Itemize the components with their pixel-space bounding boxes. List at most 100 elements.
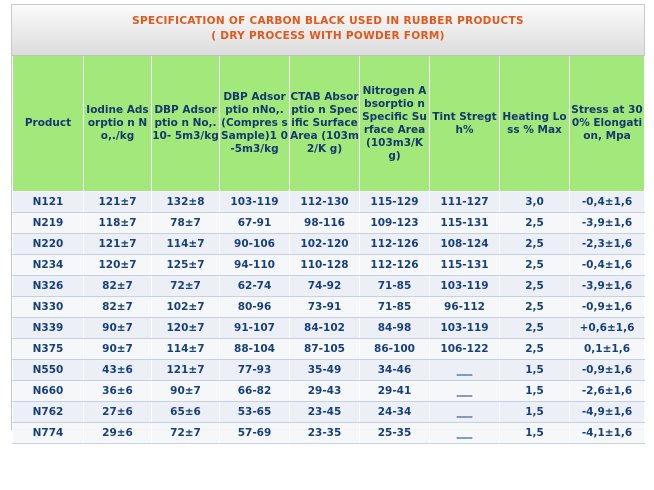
column-header-label: DBP Adsorptio nNo,.(Compres s Sample)1 0… — [221, 91, 288, 155]
table-cell: 109-123 — [359, 212, 430, 234]
table-cell: 1,5 — [499, 401, 570, 423]
table-cell: 3,0 — [499, 191, 570, 213]
table-cell: 23-35 — [289, 422, 360, 444]
table-cell: 2,5 — [499, 296, 570, 318]
column-header-label: DBP Adsorptio n No,.10- 5m3/kg — [152, 104, 219, 142]
table-cell: 2,5 — [499, 233, 570, 255]
table-cell: 24-34 — [359, 401, 430, 423]
table-cell: 66-82 — [219, 380, 290, 402]
table-cell: 72±7 — [151, 422, 220, 444]
table-row: N550 43±6 121±7 77-93 35-49 34-46 ___ 1,5 -0,9±1… — [12, 359, 645, 381]
product-code-cell: N774 — [12, 422, 84, 444]
table-cell: 35-49 — [289, 359, 360, 381]
product-code-cell: N234 — [12, 254, 84, 276]
table-cell: 1,5 — [499, 359, 570, 381]
table-title: SPECIFICATION OF CARBON BLACK USED IN RU… — [132, 15, 524, 27]
table-row: N219 118±7 78±7 67-91 98-116 109-123 115-131 2,… — [12, 212, 645, 234]
column-header: Tint Stregth% — [429, 56, 500, 192]
header-row: Product Iodine Adsorptio n No,./kg DBP Ads… — [12, 56, 645, 192]
table-cell: 90-106 — [219, 233, 290, 255]
title-band: SPECIFICATION OF CARBON BLACK USED IN RU… — [12, 5, 644, 56]
table-cell: 1,5 — [499, 380, 570, 402]
table-row: N660 36±6 90±7 66-82 29-43 29-41 ___ 1,5 -2,6±1,… — [12, 380, 645, 402]
column-header: Heating Loss % Max — [499, 56, 570, 192]
column-header: CTAB Absorptio n Specific Surface Area (… — [289, 56, 360, 192]
table-cell: 29±6 — [83, 422, 152, 444]
table-cell: 103-119 — [429, 275, 500, 297]
table-cell: 106-122 — [429, 338, 500, 360]
table-cell: 112-126 — [359, 233, 430, 255]
table-cell: 29-41 — [359, 380, 430, 402]
table-cell: 67-91 — [219, 212, 290, 234]
table-cell: 0,1±1,6 — [569, 338, 645, 360]
table-cell: 91-107 — [219, 317, 290, 339]
table-cell: 82±7 — [83, 275, 152, 297]
product-code-cell: N762 — [12, 401, 84, 423]
table-cell: 102-120 — [289, 233, 360, 255]
table-cell: 98-116 — [289, 212, 360, 234]
table-cell: -0,9±1,6 — [569, 359, 645, 381]
table-cell: 82±7 — [83, 296, 152, 318]
table-cell: 120±7 — [83, 254, 152, 276]
table-cell: 2,5 — [499, 338, 570, 360]
column-header-label: Nitrogen Absorptio n Specific Surface Ar… — [362, 84, 427, 162]
column-header-label: Product — [24, 117, 72, 129]
table-cell: 84-98 — [359, 317, 430, 339]
table-cell: 121±7 — [83, 233, 152, 255]
product-code-cell: N219 — [12, 212, 84, 234]
column-header: Iodine Adsorptio n No,./kg — [83, 56, 152, 192]
table-cell: -3,9±1,6 — [569, 212, 645, 234]
table-cell: 34-46 — [359, 359, 430, 381]
table-cell: 112-126 — [359, 254, 430, 276]
table-cell: 72±7 — [151, 275, 220, 297]
table-cell: ___ — [429, 380, 500, 402]
table-cell: 36±6 — [83, 380, 152, 402]
table-cell: 110-128 — [289, 254, 360, 276]
product-code-cell: N550 — [12, 359, 84, 381]
table-cell: ___ — [429, 401, 500, 423]
table-cell: 132±8 — [151, 191, 220, 213]
table-row: N220 121±7 114±7 90-106 102-120 112-126 108-12… — [12, 233, 645, 255]
table-cell: 86-100 — [359, 338, 430, 360]
table-cell: 57-69 — [219, 422, 290, 444]
table-cell: -3,9±1,6 — [569, 275, 645, 297]
column-header: DBP Adsorptio n No,.10- 5m3/kg — [151, 56, 220, 192]
table-row: N121 121±7 132±8 103-119 112-130 115-129 111-1… — [12, 191, 645, 213]
table-cell: 121±7 — [151, 359, 220, 381]
table-cell: 2,5 — [499, 254, 570, 276]
table-cell: 102±7 — [151, 296, 220, 318]
table-cell: 125±7 — [151, 254, 220, 276]
table-cell: 90±7 — [83, 317, 152, 339]
product-code-cell: N121 — [12, 191, 84, 213]
table-cell: 87-105 — [289, 338, 360, 360]
table-cell: -2,3±1,6 — [569, 233, 645, 255]
table-cell: 115-131 — [429, 254, 500, 276]
table-cell: 53-65 — [219, 401, 290, 423]
table-row: N774 29±6 72±7 57-69 23-35 25-35 ___ 1,5 -4,1±1,… — [12, 422, 645, 444]
column-header: Stress at 300% Elongation, Mpa — [569, 56, 645, 192]
column-header: Nitrogen Absorptio n Specific Surface Ar… — [359, 56, 430, 192]
table-row: N234 120±7 125±7 94-110 110-128 112-126 115-13… — [12, 254, 645, 276]
table-cell: 88-104 — [219, 338, 290, 360]
table-row: N339 90±7 120±7 91-107 84-102 84-98 103-119 2,5… — [12, 317, 645, 339]
table-cell: 112-130 — [289, 191, 360, 213]
table-cell: 111-127 — [429, 191, 500, 213]
table-cell: 90±7 — [151, 380, 220, 402]
table-cell: 43±6 — [83, 359, 152, 381]
table-row: N762 27±6 65±6 53-65 23-45 24-34 ___ 1,5 -4,9±1,… — [12, 401, 645, 423]
table-cell: 115-131 — [429, 212, 500, 234]
table-cell: -0,9±1,6 — [569, 296, 645, 318]
table-cell: -0,4±1,6 — [569, 191, 645, 213]
table-cell: 80-96 — [219, 296, 290, 318]
table-cell: 25-35 — [359, 422, 430, 444]
table-cell: 71-85 — [359, 296, 430, 318]
table-cell: 114±7 — [151, 338, 220, 360]
table-cell: -0,4±1,6 — [569, 254, 645, 276]
table-cell: 73-91 — [289, 296, 360, 318]
product-code-cell: N326 — [12, 275, 84, 297]
table-cell: 2,5 — [499, 212, 570, 234]
table-cell: ___ — [429, 422, 500, 444]
table-cell: 103-119 — [219, 191, 290, 213]
table-cell: 94-110 — [219, 254, 290, 276]
table-cell: 78±7 — [151, 212, 220, 234]
